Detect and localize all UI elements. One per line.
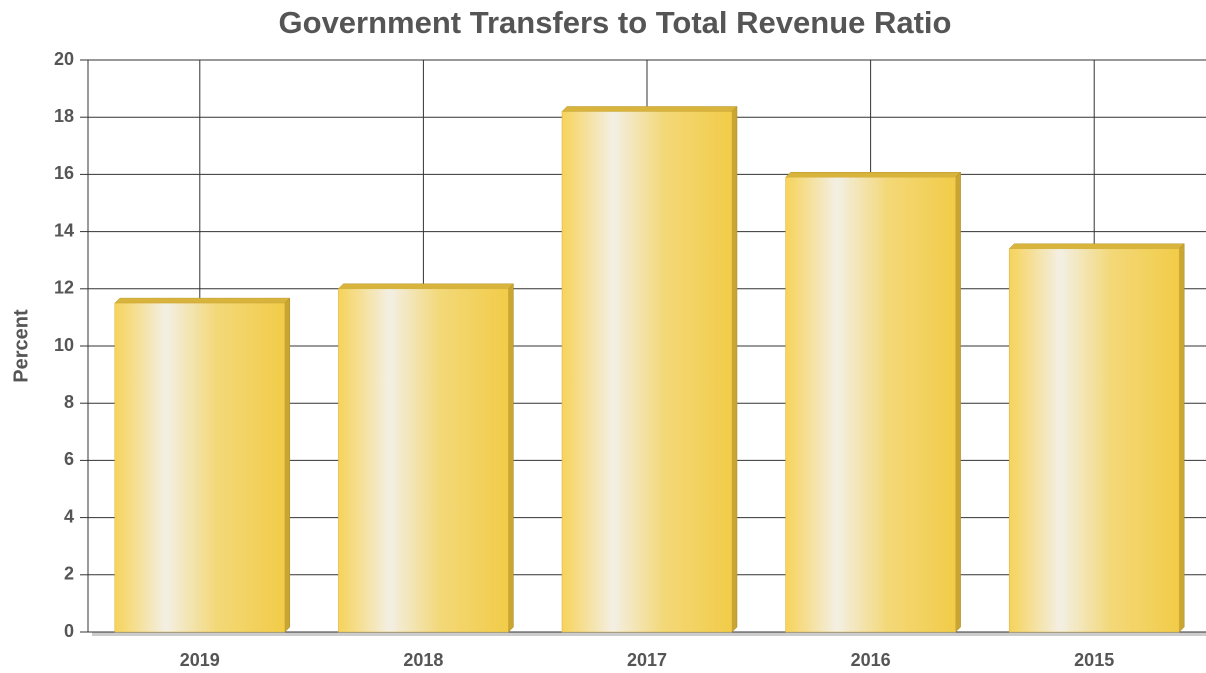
y-tick-label: 2 — [64, 564, 74, 584]
y-tick-label: 8 — [64, 392, 74, 412]
bar-side — [955, 171, 961, 633]
y-tick-label: 12 — [54, 278, 74, 298]
bar — [338, 288, 509, 633]
bar-top — [337, 283, 515, 290]
y-tick-label: 6 — [64, 449, 74, 469]
y-tick-label: 20 — [54, 49, 74, 69]
y-tick-label: 14 — [54, 220, 74, 240]
x-tick-label: 2015 — [1074, 650, 1114, 670]
bar — [114, 302, 286, 633]
bar — [1008, 248, 1180, 633]
bar-side — [284, 297, 291, 633]
y-tick-label: 16 — [54, 163, 74, 183]
x-tick-label: 2018 — [403, 650, 443, 670]
y-tick-label: 10 — [54, 335, 74, 355]
bar-top — [561, 106, 738, 112]
y-tick-label: 18 — [54, 106, 74, 126]
y-axis-label: Percent — [10, 309, 32, 383]
y-tick-label: 4 — [64, 506, 74, 526]
y-tick-label: 0 — [64, 621, 74, 641]
bar-side — [508, 283, 514, 633]
bar-side — [1178, 243, 1185, 633]
chart-title: Government Transfers to Total Revenue Ra… — [279, 5, 952, 40]
bar — [785, 177, 956, 633]
bar-side — [731, 105, 738, 633]
x-tick-label: 2017 — [627, 650, 667, 670]
bar — [561, 111, 733, 633]
floor-shadow — [92, 632, 1206, 636]
bar-top — [784, 172, 962, 178]
bar-top — [114, 297, 291, 304]
bar-top — [1008, 243, 1185, 250]
x-tick-label: 2016 — [851, 650, 891, 670]
x-tick-label: 2019 — [180, 650, 220, 670]
